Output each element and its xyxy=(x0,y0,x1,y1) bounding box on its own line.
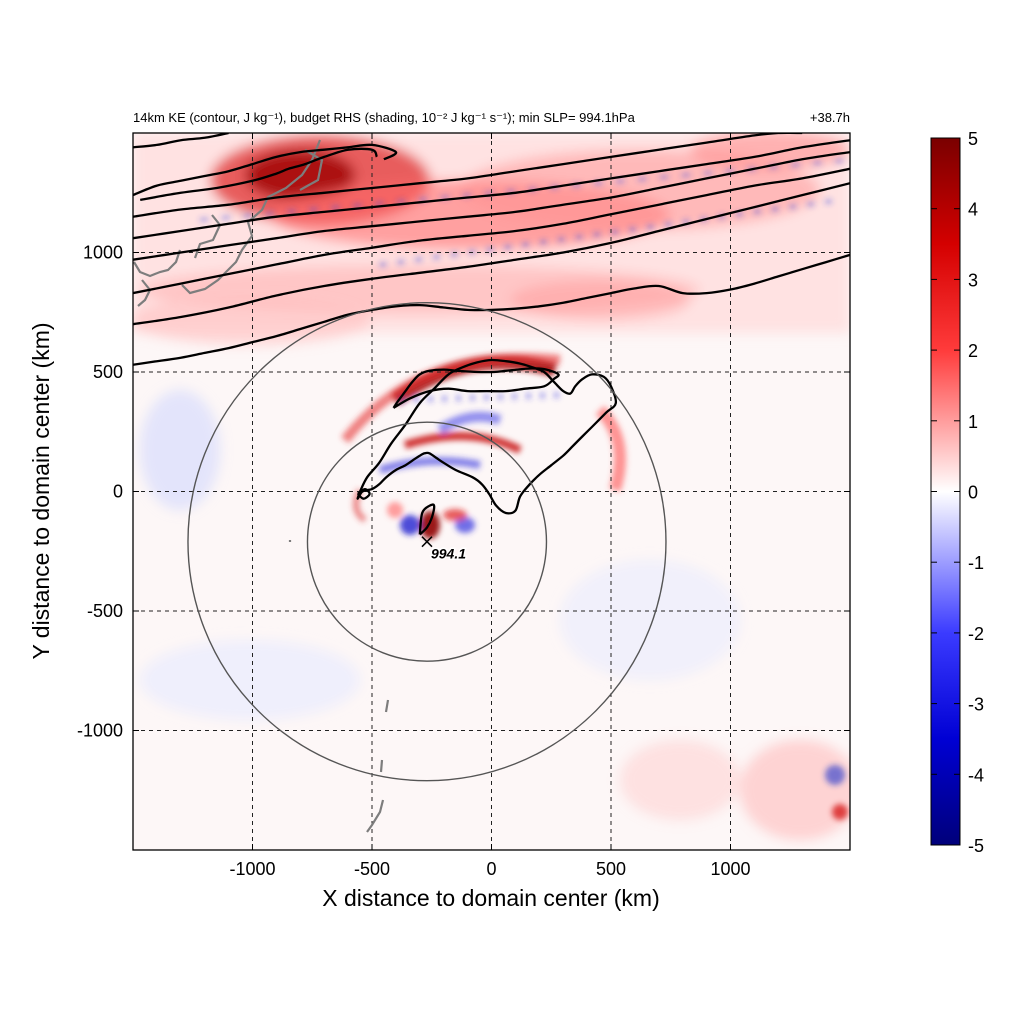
colorbar-tick-label: -1 xyxy=(968,553,984,573)
contour-ring-outer xyxy=(356,358,618,515)
colorbar-tick-label: 0 xyxy=(968,483,978,503)
colorbar-tick-label: 3 xyxy=(968,270,978,290)
colorbar-tick-label: 5 xyxy=(968,129,978,149)
colorbar-tick-label: -5 xyxy=(968,836,984,856)
y-axis-title: Y distance to domain center (km) xyxy=(28,322,54,659)
colorbar-tick-label: 1 xyxy=(968,412,978,432)
colorbar-ticks: 5 4 3 2 1 0 -1 -2 -3 -4 -5 xyxy=(931,129,984,856)
colorbar-tick-label: -4 xyxy=(968,765,984,785)
radius-circle xyxy=(187,301,667,782)
contour-small-loop xyxy=(356,487,371,500)
contour-KE-5 xyxy=(133,139,850,240)
y-tick-label: -500 xyxy=(87,601,123,621)
colorbar-tick-label: 2 xyxy=(968,341,978,361)
y-tick-label: -1000 xyxy=(77,721,123,741)
contour-KE-9 xyxy=(139,147,378,202)
storm-center: 994.1 xyxy=(421,536,468,563)
axis-ticks: -1000 -500 0 500 1000 -1000 -500 0 500 1000 xyxy=(77,133,850,879)
storm-center-marker xyxy=(421,536,433,548)
x-tick-label: -1000 xyxy=(229,859,275,879)
x-axis-title: X distance to domain center (km) xyxy=(322,885,659,911)
y-tick-label: 500 xyxy=(93,362,123,382)
contour-KE-4 xyxy=(133,150,850,261)
radius-circle xyxy=(306,421,548,662)
contour-KE-6 xyxy=(133,133,803,218)
chart-title: 14km KE (contour, J kg⁻¹), budget RHS (s… xyxy=(133,110,636,125)
y-tick-label: 0 xyxy=(113,482,123,502)
contour-core xyxy=(418,503,436,536)
contour-KE-2 xyxy=(133,182,850,326)
coastline xyxy=(133,139,390,833)
contour-lines xyxy=(133,133,850,536)
x-tick-label: 500 xyxy=(596,859,626,879)
contour-KE-8 xyxy=(133,133,229,149)
contour-KE-1 xyxy=(133,253,850,366)
contour-KE-3 xyxy=(133,167,850,295)
y-tick-label: 1000 xyxy=(83,243,123,263)
colorbar-tick-label: -2 xyxy=(968,624,984,644)
storm-center-label: 994.1 xyxy=(431,546,466,562)
x-tick-label: -500 xyxy=(354,859,390,879)
colorbar-tick-label: -3 xyxy=(968,695,984,715)
contour-KE-7 xyxy=(133,143,398,197)
colorbar-tick-label: 4 xyxy=(968,200,978,220)
time-label: +38.7h xyxy=(810,110,850,125)
x-tick-label: 1000 xyxy=(710,859,750,879)
radius-circles xyxy=(187,301,667,782)
contour-ring-inner xyxy=(392,367,560,409)
x-tick-label: 0 xyxy=(486,859,496,879)
